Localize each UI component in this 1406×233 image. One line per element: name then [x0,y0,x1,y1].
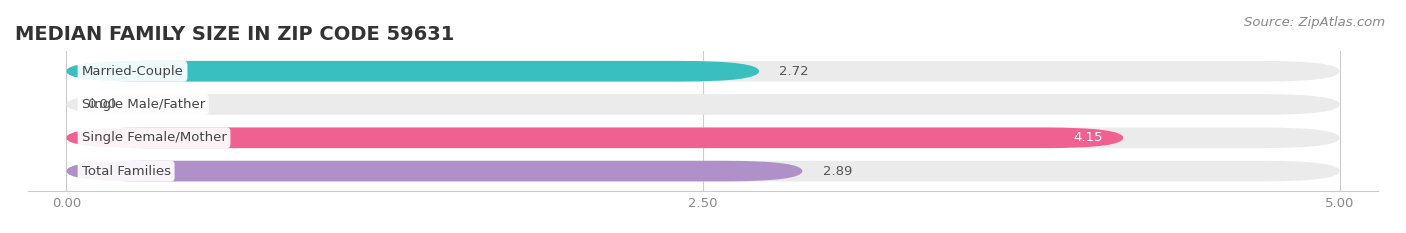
FancyBboxPatch shape [66,161,1340,182]
FancyBboxPatch shape [66,127,1340,148]
Text: Single Male/Father: Single Male/Father [82,98,205,111]
FancyBboxPatch shape [66,61,1340,82]
Text: Source: ZipAtlas.com: Source: ZipAtlas.com [1244,16,1385,29]
Text: 2.72: 2.72 [779,65,808,78]
Text: MEDIAN FAMILY SIZE IN ZIP CODE 59631: MEDIAN FAMILY SIZE IN ZIP CODE 59631 [14,25,454,44]
Text: 2.89: 2.89 [823,164,852,178]
Text: Total Families: Total Families [82,164,170,178]
FancyBboxPatch shape [66,161,803,182]
Text: Married-Couple: Married-Couple [82,65,183,78]
FancyBboxPatch shape [66,61,759,82]
Text: 0.00: 0.00 [87,98,115,111]
FancyBboxPatch shape [66,127,1123,148]
FancyBboxPatch shape [66,94,1340,115]
Text: Single Female/Mother: Single Female/Mother [82,131,226,144]
Text: 4.15: 4.15 [1073,131,1102,144]
